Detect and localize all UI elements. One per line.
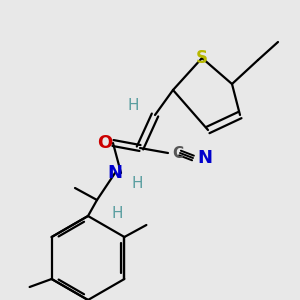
Text: O: O	[98, 134, 112, 152]
Text: N: N	[107, 164, 122, 182]
Text: H: H	[111, 206, 123, 220]
Text: H: H	[131, 176, 143, 190]
Text: C: C	[172, 146, 183, 160]
Text: H: H	[127, 98, 139, 112]
Text: N: N	[197, 149, 212, 167]
Text: S: S	[196, 49, 208, 67]
